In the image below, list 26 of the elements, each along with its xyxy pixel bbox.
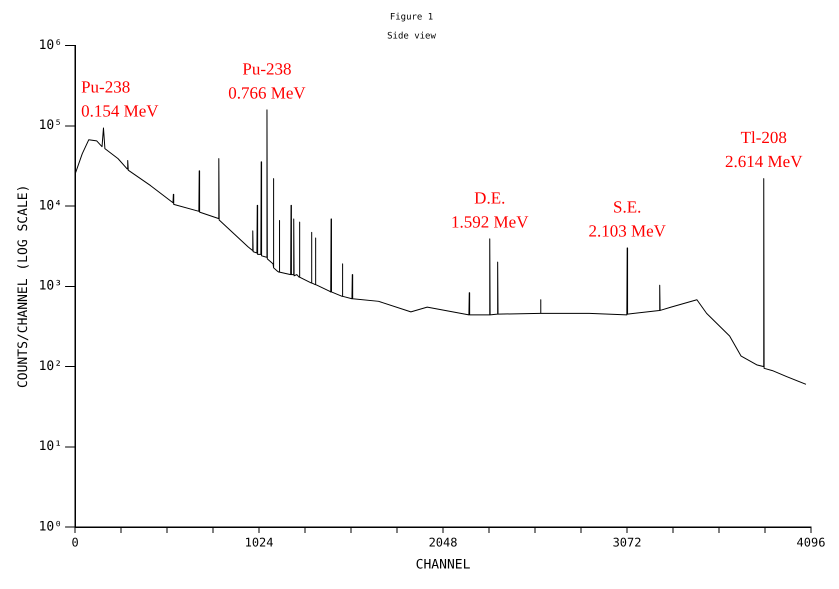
y-axis-title: COUNTS/CHANNEL (LOG SCALE): [16, 184, 32, 388]
x-tick-label: 0: [71, 535, 79, 550]
chart-subtitle: Side view: [387, 32, 436, 42]
y-tick-label: 10⁵: [38, 118, 62, 134]
chart-title: Figure 1: [390, 12, 434, 23]
y-tick-label: 10¹: [38, 439, 62, 454]
x-tick-label: 2048: [428, 535, 458, 550]
x-tick-label: 4096: [796, 535, 826, 550]
annotation: 2.614 MeV: [725, 152, 804, 172]
annotation: Tl-208: [740, 128, 787, 148]
annotation: D.E.: [474, 188, 506, 208]
annotation: Pu-238: [242, 59, 292, 78]
y-tick-label: 10²: [38, 358, 62, 374]
annotation: 0.154 MeV: [81, 101, 160, 120]
annotation: Pu-238: [81, 77, 130, 96]
y-tick-label: 10⁶: [38, 38, 62, 53]
x-tick-label: 1024: [244, 535, 274, 550]
annotation: S.E.: [613, 197, 642, 216]
annotation: 1.592 MeV: [451, 212, 530, 232]
y-tick-label: 10⁴: [38, 198, 62, 214]
x-axis-title: CHANNEL: [416, 558, 471, 573]
annotation: 2.103 MeV: [588, 221, 667, 240]
annotation: 0.766 MeV: [228, 83, 306, 102]
x-tick-label: 3072: [612, 535, 642, 550]
y-tick-label: 10⁰: [38, 519, 62, 534]
y-tick-label: 10³: [38, 278, 62, 294]
